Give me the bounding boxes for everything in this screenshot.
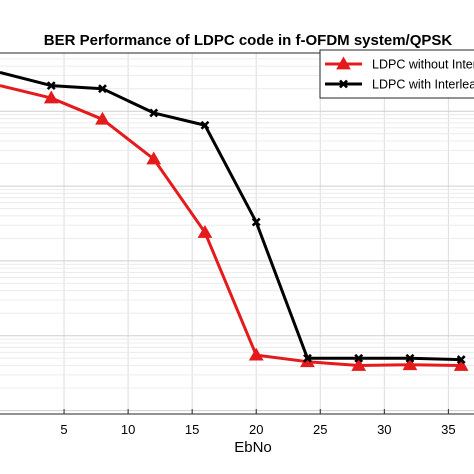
legend-label: LDPC with Interleaving <box>372 78 474 92</box>
x-marker <box>98 84 107 94</box>
triangle-marker <box>402 357 418 371</box>
x-marker <box>149 108 159 118</box>
x-marker <box>251 217 261 227</box>
x-tick-label: 25 <box>313 422 327 437</box>
triangle-marker <box>95 111 110 125</box>
triangle-marker <box>351 358 367 371</box>
x-axis-label: EbNo <box>234 439 272 456</box>
x-marker <box>456 355 466 365</box>
chart-title: BER Performance of LDPC code in f-OFDM s… <box>44 32 453 49</box>
legend-box <box>319 49 474 99</box>
x-marker <box>200 120 210 130</box>
triangle-marker <box>336 56 351 70</box>
series-layer <box>0 70 469 371</box>
x-tick-label: 30 <box>377 422 391 437</box>
series-line <box>0 84 462 368</box>
legend: LDPC without Interleaving LDPC with Inter… <box>319 49 474 99</box>
legend-label: LDPC without Interleaving <box>372 58 474 72</box>
x-axis-ticks: 5 10 15 20 25 30 35 <box>60 409 456 437</box>
series-without-interleaving <box>0 84 469 371</box>
x-marker <box>354 353 364 363</box>
grid <box>0 53 474 415</box>
triangle-marker <box>197 224 213 238</box>
triangle-marker <box>453 358 469 371</box>
x-marker <box>303 353 312 363</box>
x-marker <box>405 353 415 363</box>
x-marker <box>339 79 348 89</box>
triangle-marker <box>248 347 264 361</box>
series-line <box>0 70 462 362</box>
x-tick-label: 20 <box>249 422 263 437</box>
x-tick-label: 35 <box>441 422 455 437</box>
x-tick-label: 10 <box>121 422 135 437</box>
x-tick-label: 15 <box>185 422 199 437</box>
triangle-marker <box>43 90 59 104</box>
plot-area <box>0 53 474 414</box>
series-with-interleaving <box>0 70 466 365</box>
x-marker <box>46 81 56 91</box>
legend-items: LDPC without Interleaving LDPC with Inter… <box>325 56 474 92</box>
triangle-marker <box>146 151 162 165</box>
x-tick-label: 5 <box>60 422 67 437</box>
